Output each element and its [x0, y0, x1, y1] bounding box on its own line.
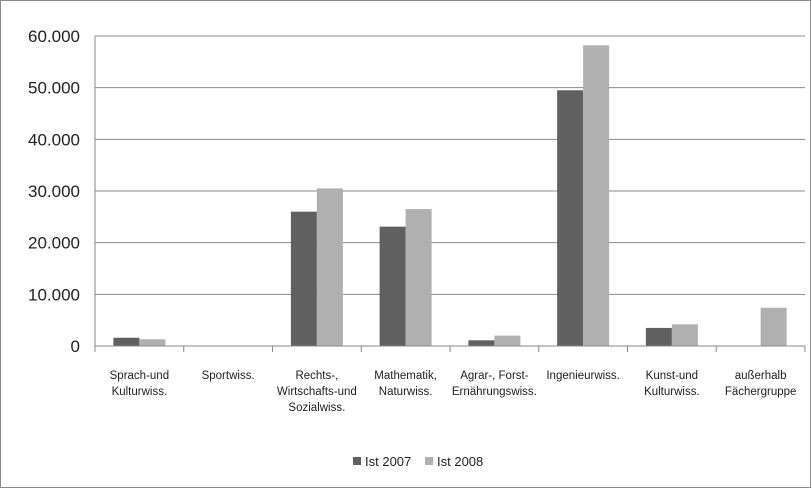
bar — [557, 90, 584, 346]
bar — [760, 307, 787, 346]
x-tick-label: Mathematik, — [374, 370, 437, 382]
y-tick-label: 40.000 — [28, 130, 80, 149]
x-tick-label: Sozialwiss. — [288, 402, 345, 414]
x-tick-label: Kulturwiss. — [112, 386, 168, 398]
bar — [494, 335, 521, 346]
bar — [405, 209, 432, 346]
y-tick-label: 20.000 — [28, 234, 80, 253]
bar — [139, 339, 166, 346]
bar — [671, 324, 698, 346]
x-tick-label: außerhalb — [735, 370, 787, 382]
x-tick-label: Wirtschafts-und — [277, 386, 357, 398]
y-tick-label: 50.000 — [28, 79, 80, 98]
y-tick-label: 0 — [71, 337, 80, 356]
y-tick-label: 30.000 — [28, 182, 80, 201]
x-tick-label: Fächergruppe — [725, 386, 797, 398]
bar — [583, 45, 610, 347]
legend-swatch — [425, 457, 433, 465]
bar — [113, 337, 140, 346]
bar — [645, 327, 672, 346]
x-tick-label: Naturwiss. — [379, 386, 433, 398]
x-tick-label: Sportwiss. — [202, 370, 255, 382]
bar — [316, 188, 343, 346]
x-tick-label: Kunst-und — [646, 370, 698, 382]
x-tick-label: Sprach-und — [110, 370, 169, 382]
bar — [468, 340, 495, 346]
x-tick-label: Kulturwiss. — [644, 386, 700, 398]
bar — [379, 226, 406, 346]
legend-label: Ist 2008 — [437, 454, 483, 469]
y-tick-label: 60.000 — [28, 27, 80, 46]
bar — [290, 211, 317, 346]
x-tick-label: Ingenieurwiss. — [546, 370, 620, 382]
x-tick-label: Agrar-, Forst- — [460, 370, 529, 382]
legend-label: Ist 2007 — [365, 454, 411, 469]
x-tick-label: Rechts-, — [295, 370, 338, 382]
legend-swatch — [353, 457, 361, 465]
x-tick-label: Ernährungswiss. — [452, 386, 537, 398]
y-tick-label: 10.000 — [28, 285, 80, 304]
